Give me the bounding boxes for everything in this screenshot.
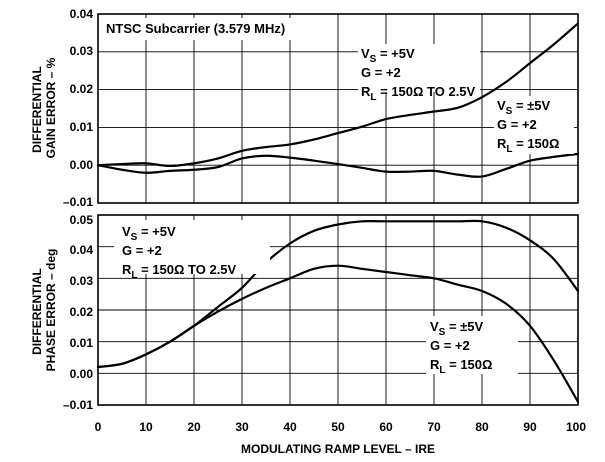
gain-series-label-line: RL = 150Ω TO 2.5V — [361, 84, 476, 103]
gain-series-group — [96, 22, 580, 178]
phase-series-label-vs-pm5: VS = ±5V G = +2 RL = 150Ω — [430, 319, 492, 376]
gain-title-box-bg — [104, 18, 330, 40]
xtick-label: 80 — [475, 420, 489, 434]
gain-y-ticks: 0.04 0.03 0.02 0.01 0.00 –0.01 — [63, 7, 93, 209]
gain-label-vs5-bg — [358, 44, 480, 92]
phase-y-axis-label: DIFFERENTIAL PHASE ERROR – deg — [30, 249, 58, 372]
gain-ytick-label: –0.01 — [63, 195, 93, 209]
gain-ytick-label: 0.04 — [70, 7, 94, 21]
gain-series-line-vs-plus5 — [96, 22, 580, 168]
xtick-label: 60 — [379, 420, 393, 434]
phase-label-vspm5-bg — [426, 316, 518, 374]
phase-ytick-label: 0.02 — [70, 305, 94, 319]
gain-gridlines — [98, 14, 578, 203]
xtick-label: 40 — [283, 420, 297, 434]
phase-series-label-line: VS = +5V — [122, 224, 176, 243]
xtick-label: 70 — [427, 420, 441, 434]
phase-series-group — [96, 219, 580, 403]
phase-series-label-line: G = +2 — [122, 243, 162, 258]
phase-series-label-line: RL = 150Ω — [430, 357, 492, 376]
gain-series-label-line: G = +2 — [361, 65, 401, 80]
gain-y-axis-label: DIFFERENTIAL GAIN ERROR – % — [30, 57, 58, 158]
phase-ytick-label: 0.01 — [70, 336, 94, 350]
phase-series-label-line: RL = 150Ω TO 2.5V — [122, 262, 237, 281]
xtick-label: 20 — [187, 420, 201, 434]
phase-ylabel-line: PHASE ERROR – deg — [44, 249, 58, 372]
gain-series-label-line: G = +2 — [497, 117, 537, 132]
xtick-label: 30 — [235, 420, 249, 434]
gain-ytick-label: 0.00 — [70, 158, 94, 172]
phase-series-label-line: VS = ±5V — [430, 319, 484, 338]
phase-ytick-label: –0.01 — [63, 398, 93, 412]
phase-ytick-label: 0.00 — [70, 367, 94, 381]
gain-ylabel-line: GAIN ERROR – % — [44, 57, 58, 158]
gain-ylabel-line: DIFFERENTIAL — [30, 66, 44, 152]
xtick-label: 90 — [523, 420, 537, 434]
xtick-label: 100 — [566, 420, 586, 434]
gain-label-vspm5-bg — [494, 96, 574, 154]
gain-series-label-line: VS = +5V — [361, 46, 415, 65]
phase-ytick-label: 0.04 — [70, 243, 94, 257]
phase-series-line-vs-pm5 — [96, 264, 580, 403]
xtick-label: 0 — [95, 420, 102, 434]
phase-series-label-vs-plus5: VS = +5V G = +2 RL = 150Ω TO 2.5V — [122, 224, 237, 281]
phase-y-ticks: 0.05 0.04 0.03 0.02 0.01 0.00 –0.01 — [63, 213, 93, 412]
x-axis-label: MODULATING RAMP LEVEL – IRE — [241, 442, 435, 456]
phase-x-ticks: 0 10 20 30 40 50 60 70 80 90 100 — [95, 420, 587, 434]
xtick-label: 50 — [331, 420, 345, 434]
xtick-label: 10 — [139, 420, 153, 434]
gain-ytick-label: 0.03 — [70, 44, 94, 58]
gain-series-label-vs-plus5: VS = +5V G = +2 RL = 150Ω TO 2.5V — [361, 46, 476, 103]
gain-ytick-label: 0.01 — [70, 120, 94, 134]
phase-series-label-line: G = +2 — [430, 338, 470, 353]
gain-series-label-line: VS = ±5V — [497, 98, 551, 117]
gain-series-line-vs-pm5 — [96, 152, 580, 178]
phase-label-vs5-bg — [114, 220, 270, 274]
gain-title-box: NTSC Subcarrier (3.579 MHz) — [106, 21, 285, 36]
gain-ytick-label: 0.02 — [70, 82, 94, 96]
phase-ylabel-line: DIFFERENTIAL — [30, 268, 44, 354]
phase-error-chart: 0.05 0.04 0.03 0.02 0.01 0.00 –0.01 0 10… — [30, 213, 586, 456]
gain-series-label-vs-pm5: VS = ±5V G = +2 RL = 150Ω — [497, 98, 559, 155]
gain-series-label-line: RL = 150Ω — [497, 136, 559, 155]
phase-ytick-label: 0.05 — [70, 213, 94, 227]
phase-ytick-label: 0.03 — [70, 274, 94, 288]
gain-error-chart: 0.04 0.03 0.02 0.01 0.00 –0.01 DIFFERENT… — [30, 7, 580, 209]
